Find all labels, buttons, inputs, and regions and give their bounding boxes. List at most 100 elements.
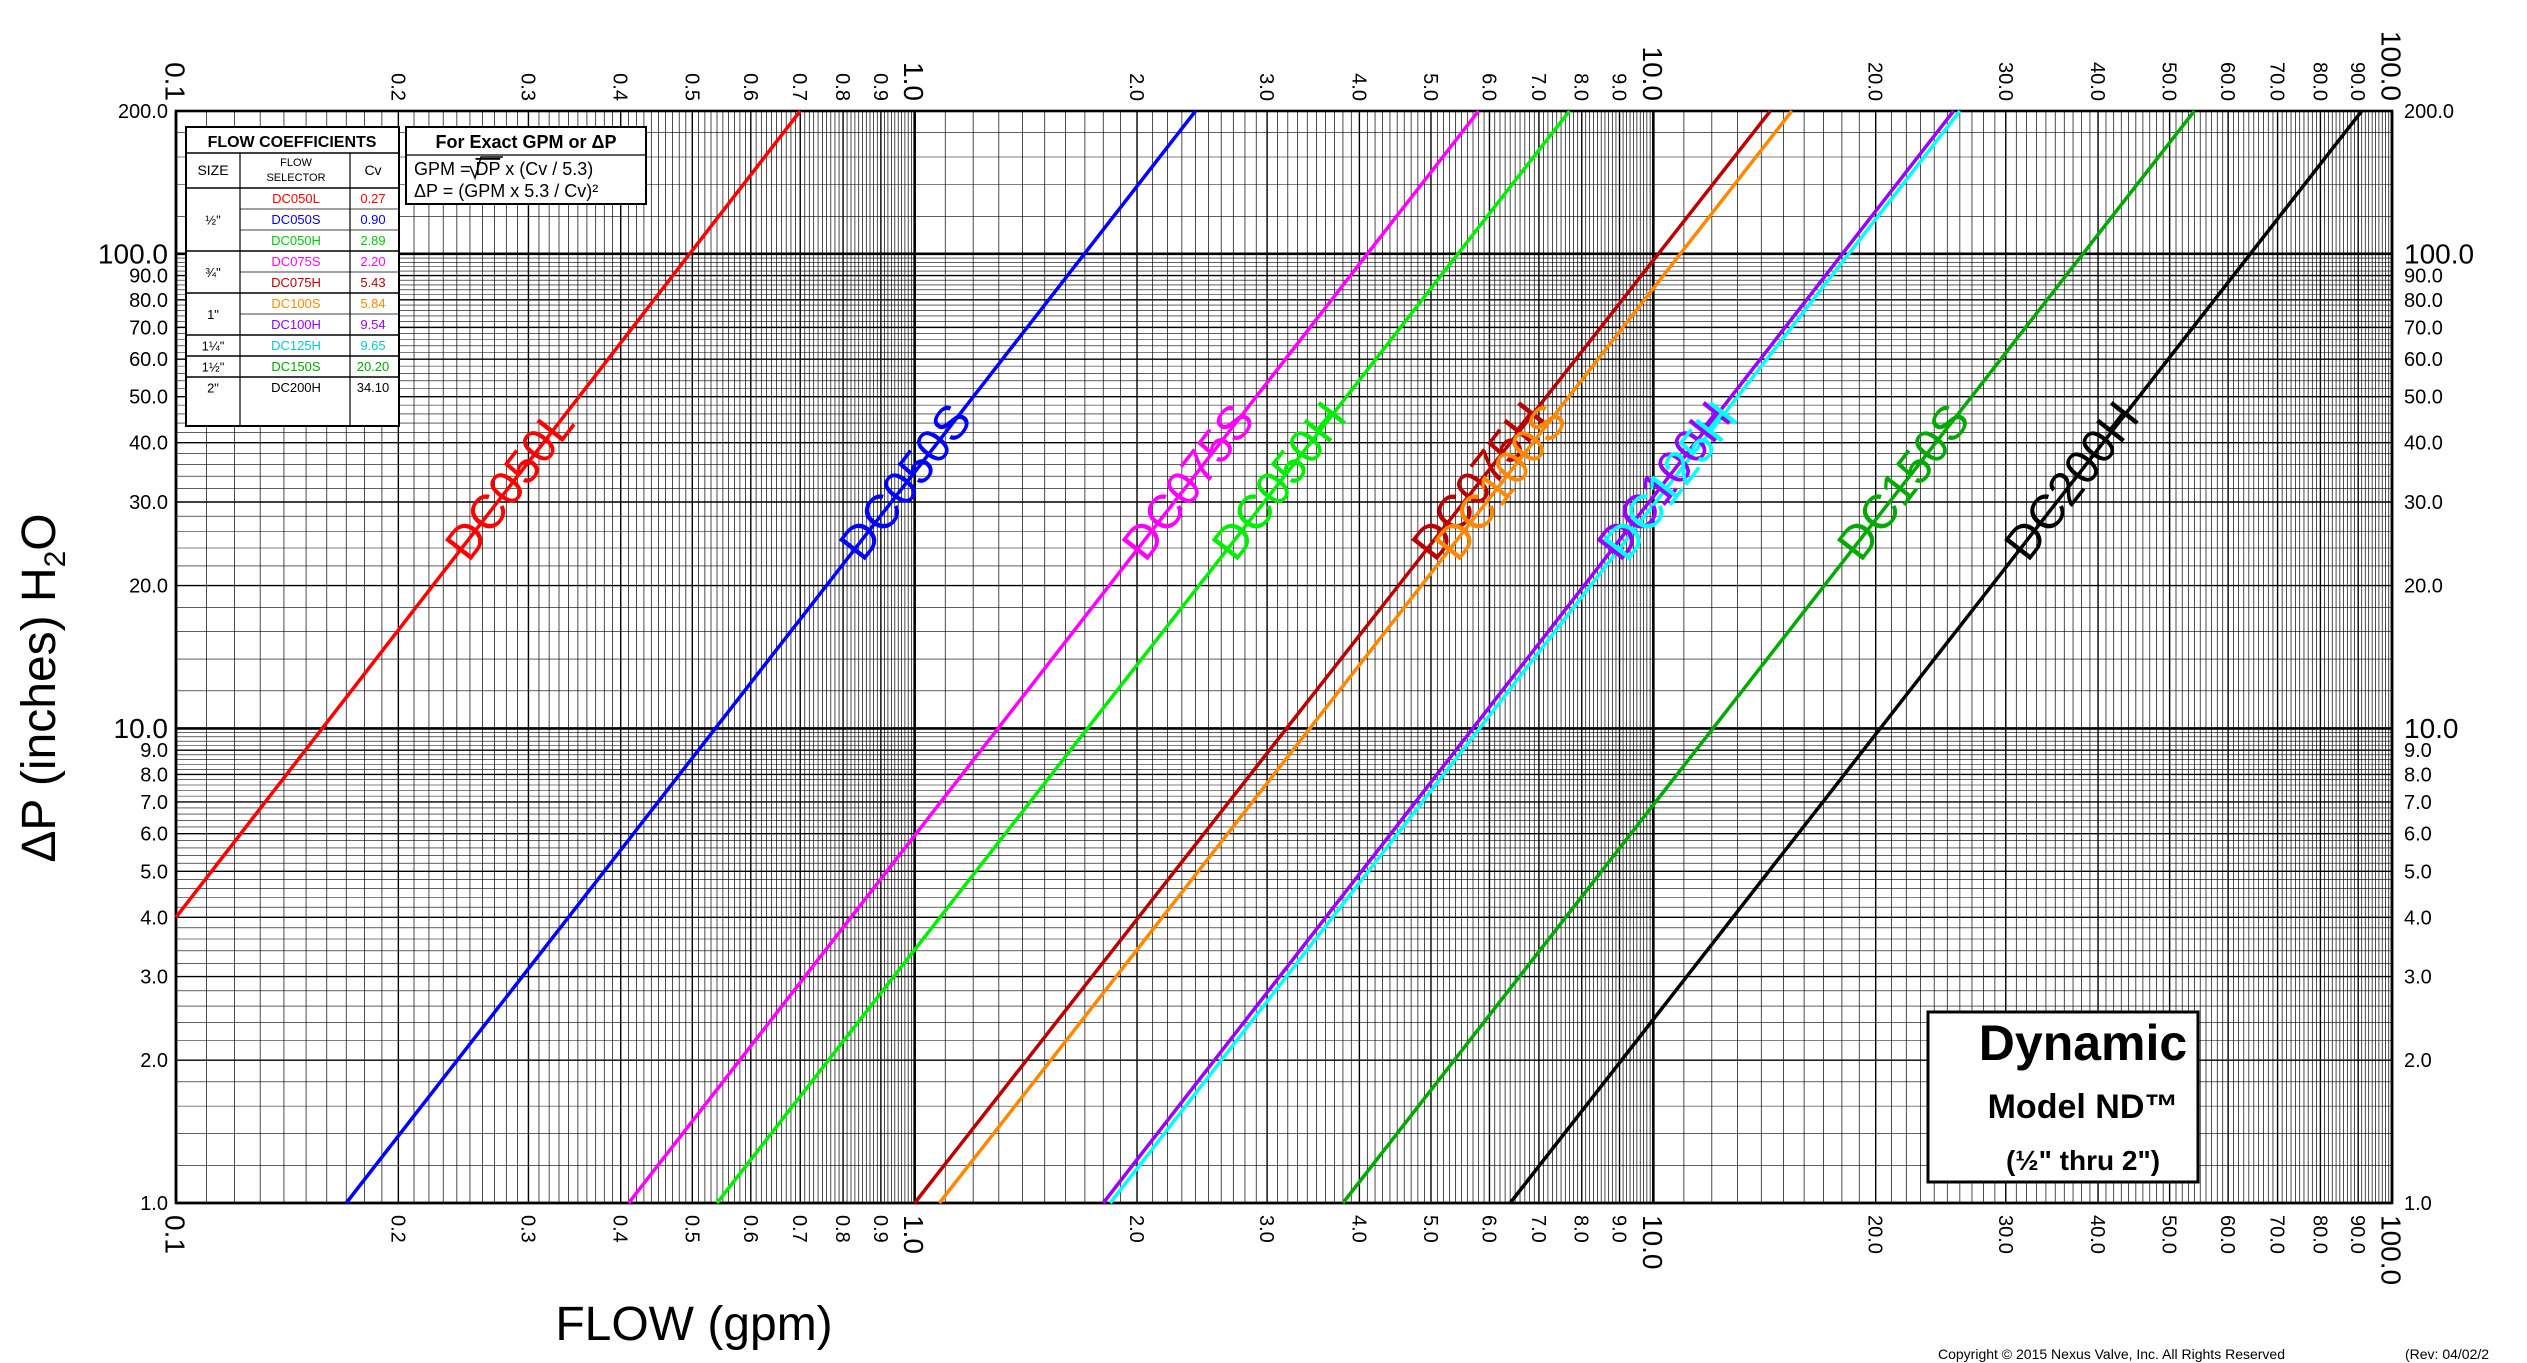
- x-tick-label-bottom: 4.0: [1347, 1215, 1369, 1243]
- coeff-selector: DC050S: [271, 212, 320, 227]
- series-line-dc050s: [344, 109, 1197, 1205]
- x-tick-label-top: 90.0: [2346, 62, 2368, 101]
- y-tick-label-right: 30.0: [2404, 492, 2443, 514]
- formula-dp: ΔP = (GPM x 5.3 / Cv)²: [414, 181, 598, 201]
- x-tick-labels-top: 0.1 0.2 0.3 0.4 0.5 0.6 0.7 0.8 0.9 1.0 2.0 3.0 4.0 5…: [160, 31, 2407, 101]
- y-tick-label-right: 50.0: [2404, 387, 2443, 409]
- x-tick-label-bottom: 50.0: [2158, 1215, 2180, 1254]
- series-line-dc075h: [913, 109, 1772, 1205]
- y-tick-label-left: 30.0: [129, 492, 168, 514]
- formula-box: For Exact GPM or ΔP GPM = DP x (Cv / 5.3…: [405, 126, 647, 205]
- y-tick-label-left: 50.0: [129, 387, 168, 409]
- coeff-size: 1¼": [202, 339, 225, 354]
- y-tick-label-left: 200.0: [118, 101, 168, 123]
- col-selector-header-1: FLOW: [280, 157, 312, 169]
- series-line-dc100s: [937, 109, 1794, 1205]
- table-title: FLOW COEFFICIENTS: [208, 134, 377, 151]
- x-tick-label-top: 3.0: [1255, 73, 1277, 101]
- y-tick-label-left: 9.0: [140, 740, 168, 762]
- x-tick-label-top: 4.0: [1347, 73, 1369, 101]
- series-line-dc200h: [1508, 109, 2364, 1205]
- x-tick-label-bottom: 0.3: [516, 1215, 538, 1243]
- y-tick-label-left: 2.0: [140, 1050, 168, 1072]
- x-tick-labels-bottom: 0.1 0.2 0.3 0.4 0.5 0.6 0.7 0.8 0.9 1.0 2.0 3.0 4.0 5…: [160, 1215, 2407, 1285]
- x-tick-label-top: 5.0: [1419, 73, 1441, 101]
- x-tick-label-top: 50.0: [2158, 62, 2180, 101]
- x-tick-label-bottom: 8.0: [1570, 1215, 1592, 1243]
- x-tick-label-top: 60.0: [2216, 62, 2238, 101]
- x-tick-label-top: 1.0: [898, 62, 929, 101]
- y-tick-label-right: 40.0: [2404, 433, 2443, 455]
- series-line-dc150s: [1341, 109, 2196, 1205]
- y-tick-label-left: 7.0: [140, 792, 168, 814]
- y-axis-title: ΔP (inches) H2O: [13, 513, 72, 862]
- y-tick-label-left: 60.0: [129, 349, 168, 371]
- x-tick-label-bottom: 70.0: [2266, 1215, 2288, 1254]
- x-tick-label-top: 9.0: [1608, 73, 1630, 101]
- y-tick-label-left: 8.0: [140, 764, 168, 786]
- coeff-size: 1": [207, 307, 219, 322]
- coeff-cv: 34.10: [357, 380, 390, 395]
- col-size-header: SIZE: [197, 162, 228, 178]
- x-tick-label-bottom: 2.0: [1125, 1215, 1147, 1243]
- coeff-cv: 9.54: [360, 317, 385, 332]
- x-tick-label-bottom: 0.4: [609, 1215, 631, 1243]
- y-tick-label-right: 7.0: [2404, 792, 2432, 814]
- coeff-selector: DC150S: [271, 359, 320, 374]
- coeff-cv: 9.65: [360, 338, 385, 353]
- x-axis-title: FLOW (gpm): [555, 1298, 832, 1351]
- y-tick-label-right: 6.0: [2404, 824, 2432, 846]
- y-tick-label-right: 2.0: [2404, 1050, 2432, 1072]
- coeff-size: ½": [205, 213, 221, 228]
- col-selector-header-2: SELECTOR: [266, 172, 325, 184]
- y-tick-label-left: 5.0: [140, 861, 168, 883]
- series-line-dc075s: [627, 109, 1480, 1205]
- x-tick-label-bottom: 20.0: [1864, 1215, 1886, 1254]
- coeff-selector: DC200H: [271, 380, 321, 395]
- x-tick-label-top: 0.3: [516, 73, 538, 101]
- x-tick-label-bottom: 1.0: [898, 1215, 929, 1254]
- y-tick-label-right: 9.0: [2404, 740, 2432, 762]
- x-tick-label-top: 0.1: [160, 62, 191, 101]
- y-tick-labels-left: 1.0 2.0 3.0 4.0 5.0 6.0 7.0 8.09.010.0 20.0 30.0 4…: [98, 101, 168, 1215]
- formula-title: For Exact GPM or ΔP: [436, 132, 617, 152]
- x-tick-label-bottom: 0.9: [869, 1215, 891, 1243]
- coeff-size: 1½": [202, 360, 225, 375]
- y-tick-label-right: 20.0: [2404, 576, 2443, 598]
- coeff-cv: 0.27: [360, 191, 385, 206]
- product-box: Dynamic Model ND™ (½" thru 2"): [1926, 1010, 2200, 1184]
- y-tick-label-right: 3.0: [2404, 967, 2432, 989]
- revision: (Rev: 04/02/2: [2405, 1346, 2490, 1362]
- coeff-cv: 2.20: [360, 254, 385, 269]
- flow-coefficients-table: FLOW COEFFICIENTS SIZE FLOW SELECTOR Cv …: [185, 126, 400, 427]
- x-tick-label-bottom: 0.6: [739, 1215, 761, 1243]
- y-tick-label-left: 70.0: [129, 317, 168, 339]
- x-tick-label-bottom: 9.0: [1608, 1215, 1630, 1243]
- sqrt-icon: [469, 156, 503, 181]
- x-tick-label-bottom: 5.0: [1419, 1215, 1441, 1243]
- table-bg: [185, 126, 400, 427]
- y-tick-label-left: 4.0: [140, 907, 168, 929]
- y-tick-label-left: 90.0: [129, 266, 168, 288]
- x-tick-label-top: 10.0: [1637, 47, 1668, 102]
- x-tick-label-top: 0.6: [739, 73, 761, 101]
- x-tick-label-bottom: 0.1: [160, 1215, 191, 1254]
- x-tick-label-bottom: 7.0: [1527, 1215, 1549, 1243]
- y-tick-label-left: 1.0: [140, 1193, 168, 1215]
- y-tick-label-right: 90.0: [2404, 266, 2443, 288]
- x-tick-label-top: 0.8: [831, 73, 853, 101]
- y-tick-label-left: 6.0: [140, 824, 168, 846]
- x-tick-label-top: 0.4: [609, 73, 631, 101]
- coeff-size: ¾": [205, 265, 221, 280]
- y-tick-label-left: 40.0: [129, 433, 168, 455]
- x-tick-label-top: 0.5: [680, 73, 702, 101]
- series-line-dc100h: [1101, 109, 1956, 1205]
- copyright: Copyright © 2015 Nexus Valve, Inc. All R…: [1938, 1346, 2285, 1362]
- y-tick-label-left: 10.0: [114, 713, 169, 744]
- y-tick-label-right: 1.0: [2404, 1193, 2432, 1215]
- y-tick-label-left: 20.0: [129, 576, 168, 598]
- y-tick-label-left: 100.0: [98, 239, 168, 270]
- coeff-selector: DC050L: [272, 191, 320, 206]
- x-tick-label-bottom: 0.2: [386, 1215, 408, 1243]
